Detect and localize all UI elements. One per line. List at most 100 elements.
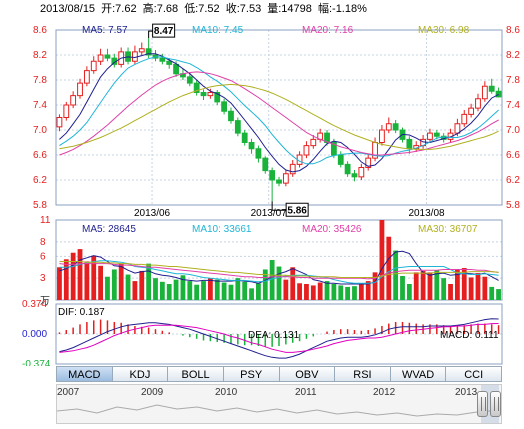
candle-body [145,48,152,56]
volume-bar [57,267,62,300]
tab-boll[interactable]: BOLL [168,366,224,382]
price-ytick-right: 7.0 [506,125,520,136]
price-annotation-leader [271,201,287,211]
volume-bar [84,261,90,300]
candle-body [358,167,365,178]
volume-bar [166,284,172,300]
volume-bar [242,281,248,300]
candle-body [228,110,234,122]
candle-body [454,123,461,134]
volume-bar [77,249,83,300]
price-ytick-right: 7.4 [506,100,520,111]
price-ytick-right: 8.6 [506,25,520,36]
candle-body [337,154,344,165]
volume-bar [249,288,254,300]
volume-bar [413,272,419,300]
volume-bar [331,284,337,300]
candle-body [351,173,358,178]
macd-ytick: 0.000 [22,329,47,340]
candle-body [344,163,351,175]
tab-macd[interactable]: MACD [56,366,113,382]
volume-bar [324,281,330,300]
candle-body [310,138,317,147]
volume-bar [159,281,165,300]
volume-bar [468,277,474,300]
volume-bar [365,281,371,300]
quote-close: 收:7.53 [225,3,262,15]
volume-bar [427,272,433,300]
candle-body [70,95,77,106]
volume-bar [482,276,488,300]
volume-bar [338,285,344,300]
volume-bar [146,263,152,300]
volume-legend-ma20: MA20: 35426 [302,224,362,235]
candle-body [303,145,310,156]
tab-kdj[interactable]: KDJ [112,366,169,382]
candle-body [166,60,173,65]
tab-psy[interactable]: PSY [223,366,280,382]
volume-bar [256,283,261,300]
volume-bar [125,274,131,300]
nav-year-label: 2012 [373,387,396,398]
volume-legend-ma30: MA30: 36707 [418,224,478,235]
volume-bar [379,220,385,300]
volume-bar [420,270,426,300]
volume-bar [345,286,351,300]
volume-ma20-line [59,263,499,280]
volume-bar [400,276,405,300]
candle-body [56,117,63,128]
indicator-tabs: MACD KDJ BOLL PSY OBV RSI WVAD CCI [56,366,502,382]
candle-body [276,179,282,184]
volume-bar [63,259,69,300]
candle-body [138,48,145,53]
volume-bar [187,281,193,300]
volume-ytick: 6 [40,251,46,262]
price-ytick-left: 6.6 [33,150,47,161]
macd-ytick: -0.374 [22,359,51,366]
navigator-right-handle[interactable] [490,391,501,417]
price-ytick-right: 8.2 [506,50,520,61]
macd-panel-frame [55,303,503,365]
candle-body [269,170,276,181]
candle-body [495,90,502,98]
candle-body [159,57,166,62]
price-legend-ma30: MA30: 6.98 [418,25,470,36]
tab-obv[interactable]: OBV [279,366,336,382]
nav-year-label: 2009 [141,387,164,398]
macd-legend-dea: DEA: 0.131 [248,330,300,341]
volume-bar [201,281,206,300]
nav-year-label: 2013 [455,387,478,398]
candle-body [481,85,488,100]
volume-bar [91,255,97,300]
tab-rsi[interactable]: RSI [335,366,391,382]
candle-body [385,123,392,131]
volume-bar [372,272,378,300]
candle-body [104,54,111,59]
time-range-navigator[interactable]: 2007 2009 2010 2011 2012 2013 [56,384,502,424]
volume-bar [269,260,275,300]
volume-bar [304,284,309,300]
quote-info-bar: 2013/08/15 开:7.62 高:7.68 低:7.52 收:7.53 量… [0,0,524,18]
price-ma5-line [59,53,499,173]
candle-body [488,85,495,92]
volume-bar [297,283,302,300]
price-ytick-right: 5.8 [506,200,520,211]
tab-cci[interactable]: CCI [446,366,502,382]
volume-bar [310,285,316,300]
tab-wvad[interactable]: WVAD [390,366,447,382]
candle-body [63,104,70,118]
price-ytick-left: 7.0 [33,125,47,136]
candle-body [83,70,90,84]
volume-bar [283,279,289,300]
navigator-left-handle[interactable] [477,391,488,417]
stock-chart: 8.6 8.6 8.2 8.2 7.8 7.8 7.4 7.4 7.0 7.0 6.6 6.6 6.2 6… [22,23,520,366]
volume-bar [448,284,453,300]
price-ytick-right: 7.8 [506,75,520,86]
volume-ytick: 3 [40,273,46,284]
candle-body [234,120,241,134]
candle-body [289,163,296,175]
volume-bar [434,270,440,300]
candle-body [193,82,200,93]
candle-body [241,132,248,143]
volume-bar [352,286,357,300]
